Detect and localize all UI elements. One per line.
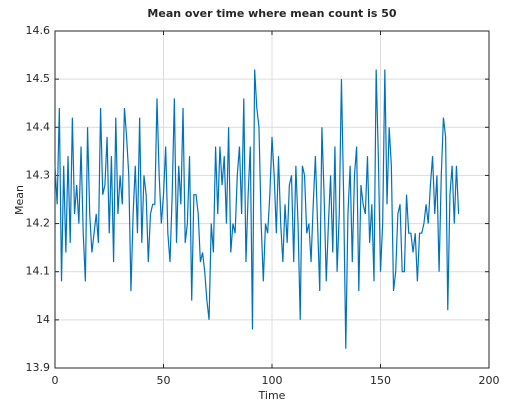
y-tick-label: 14 [36,313,50,326]
x-tick-label: 50 [157,374,171,387]
data-line [54,69,460,349]
y-axis-label: Mean [13,185,26,215]
y-tick-label: 14.1 [26,265,51,278]
x-tick-label: 200 [479,374,500,387]
y-tick-label: 14.2 [26,217,51,230]
x-axis-label: Time [258,389,286,402]
chart-title: Mean over time where mean count is 50 [147,7,397,20]
x-tick-label: 100 [262,374,283,387]
x-tick-label: 150 [370,374,391,387]
x-tick-label: 0 [52,374,59,387]
y-tick-label: 14.3 [26,168,51,181]
plot-frame [54,30,490,369]
y-tick-label: 14.5 [26,72,51,85]
y-tick-label: 14.6 [26,24,51,37]
y-tick-label: 13.9 [26,361,51,374]
y-tick-label: 14.4 [26,120,51,133]
